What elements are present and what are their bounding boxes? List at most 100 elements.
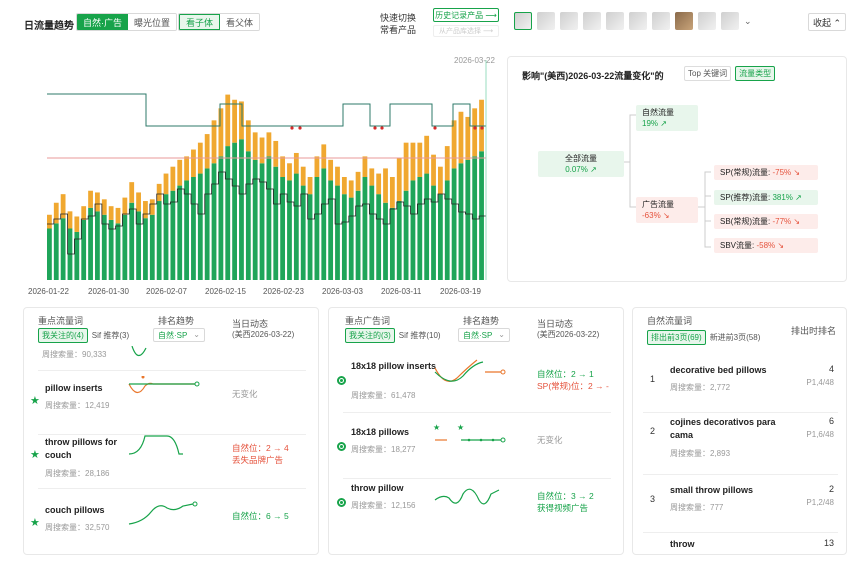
ad-traffic-bar[interactable] bbox=[341, 177, 347, 195]
natural-traffic-bar[interactable] bbox=[273, 166, 279, 280]
natural-traffic-bar[interactable] bbox=[321, 168, 327, 280]
ad-traffic-bar[interactable] bbox=[287, 163, 292, 181]
target-icon[interactable] bbox=[337, 442, 346, 451]
natural-traffic-bar[interactable] bbox=[396, 201, 402, 280]
rank-drop-marker[interactable] bbox=[290, 126, 294, 130]
ad-traffic-bar[interactable] bbox=[403, 142, 409, 191]
natural-traffic-bar[interactable] bbox=[136, 211, 141, 280]
natural-traffic-bar[interactable] bbox=[74, 231, 80, 280]
natural-traffic-bar[interactable] bbox=[81, 219, 87, 280]
keyword-name[interactable]: decorative bed pillows bbox=[670, 365, 767, 375]
ad-traffic-bar[interactable] bbox=[95, 192, 100, 212]
rank-type-select[interactable]: 自然·SP ⌄ bbox=[458, 328, 510, 342]
rank-sparkline[interactable]: ★ ★ bbox=[433, 424, 508, 456]
natural-traffic-bar[interactable] bbox=[465, 159, 471, 280]
keyword-name[interactable]: small throw pillows bbox=[670, 485, 754, 495]
ad-traffic-bar[interactable] bbox=[122, 197, 128, 215]
history-products-button[interactable]: 历史记录产品 ⟶ bbox=[433, 8, 499, 22]
natural-traffic-bar[interactable] bbox=[245, 151, 251, 280]
natural-traffic-bar[interactable] bbox=[355, 190, 361, 280]
tab-sif-recommend[interactable]: Sif 推荐(3) bbox=[91, 331, 130, 340]
natural-traffic-bar[interactable] bbox=[424, 173, 430, 280]
toggle-parent[interactable]: 看父体 bbox=[220, 14, 260, 30]
natural-traffic-bar[interactable] bbox=[389, 207, 395, 280]
toggle-child[interactable]: 看子体 bbox=[179, 14, 221, 30]
tab-my-followed[interactable]: 我关注的(4) bbox=[38, 328, 88, 343]
natural-traffic-bar[interactable] bbox=[410, 180, 416, 280]
natural-traffic-bar[interactable] bbox=[341, 194, 347, 280]
ad-traffic-bar[interactable] bbox=[369, 168, 375, 186]
product-thumb[interactable] bbox=[629, 12, 647, 30]
natural-traffic-bar[interactable] bbox=[163, 194, 169, 280]
ad-traffic-bar[interactable] bbox=[184, 156, 189, 181]
ad-traffic-bar[interactable] bbox=[225, 94, 231, 147]
natural-traffic-bar[interactable] bbox=[376, 194, 382, 280]
ad-traffic-bar[interactable] bbox=[232, 99, 238, 143]
keyword-name[interactable]: throw pillows for couch bbox=[45, 437, 117, 460]
target-icon[interactable] bbox=[337, 498, 346, 507]
ad-traffic-bar[interactable] bbox=[280, 156, 286, 177]
ad-traffic-bar[interactable] bbox=[245, 120, 251, 152]
star-icon[interactable]: ★ bbox=[30, 395, 40, 407]
ad-traffic-bar[interactable] bbox=[383, 168, 388, 203]
natural-traffic-bar[interactable] bbox=[53, 223, 59, 280]
ad-traffic-bar[interactable] bbox=[314, 156, 320, 177]
ad-traffic-bar[interactable] bbox=[129, 182, 135, 203]
ad-traffic-bar[interactable] bbox=[293, 152, 299, 174]
natural-traffic-bar[interactable] bbox=[95, 211, 100, 280]
ad-traffic-bar[interactable] bbox=[321, 144, 327, 169]
ad-traffic-bar[interactable] bbox=[218, 108, 224, 157]
rank-drop-marker[interactable] bbox=[480, 126, 484, 130]
product-thumb[interactable] bbox=[675, 12, 693, 30]
natural-traffic-bar[interactable] bbox=[314, 177, 320, 280]
natural-traffic-bar[interactable] bbox=[108, 219, 114, 280]
ad-traffic-bar[interactable] bbox=[451, 120, 457, 169]
natural-traffic-bar[interactable] bbox=[451, 168, 457, 280]
natural-traffic-bar[interactable] bbox=[47, 228, 52, 281]
natural-traffic-bar[interactable] bbox=[293, 173, 299, 280]
tab-sif-recommend[interactable]: Sif 推荐(10) bbox=[398, 331, 441, 340]
toggle-natural-ad[interactable]: 自然·广告 bbox=[77, 14, 128, 30]
ad-traffic-bar[interactable] bbox=[417, 142, 423, 177]
ad-traffic-node[interactable]: 广告流量 -63% ↘ bbox=[636, 197, 698, 223]
ad-traffic-bar[interactable] bbox=[362, 156, 368, 177]
natural-traffic-bar[interactable] bbox=[362, 177, 368, 280]
ad-traffic-bar[interactable] bbox=[149, 199, 155, 215]
product-thumb[interactable] bbox=[606, 12, 624, 30]
natural-traffic-bar[interactable] bbox=[177, 185, 183, 280]
product-thumb[interactable] bbox=[583, 12, 601, 30]
ad-traffic-bar[interactable] bbox=[163, 173, 169, 195]
ad-traffic-bar[interactable] bbox=[211, 120, 217, 164]
keyword-name[interactable]: couch pillows bbox=[45, 505, 105, 515]
ad-traffic-bar[interactable] bbox=[472, 108, 478, 157]
rank-drop-marker[interactable] bbox=[298, 126, 302, 130]
rank-drop-marker[interactable] bbox=[433, 126, 437, 130]
ad-traffic-bar[interactable] bbox=[81, 206, 87, 220]
natural-traffic-bar[interactable] bbox=[232, 142, 238, 280]
rank-drop-marker[interactable] bbox=[473, 126, 477, 130]
ad-traffic-bar[interactable] bbox=[465, 116, 471, 160]
ad-traffic-bar[interactable] bbox=[458, 111, 464, 164]
ad-traffic-bar[interactable] bbox=[177, 159, 183, 186]
ad-traffic-bar[interactable] bbox=[444, 146, 450, 181]
ad-traffic-bar[interactable] bbox=[259, 137, 265, 164]
natural-traffic-bar[interactable] bbox=[444, 180, 450, 280]
natural-traffic-bar[interactable] bbox=[143, 218, 148, 280]
natural-traffic-bar[interactable] bbox=[225, 146, 231, 280]
ad-traffic-bar[interactable] bbox=[396, 158, 402, 202]
natural-traffic-bar[interactable] bbox=[259, 163, 265, 280]
chevron-down-icon[interactable]: ⌄ bbox=[744, 15, 752, 26]
natural-traffic-bar[interactable] bbox=[88, 207, 93, 280]
natural-traffic-bar[interactable] bbox=[348, 197, 354, 280]
natural-traffic-bar[interactable] bbox=[417, 177, 423, 280]
ad-breakdown-item[interactable]: SBV流量: -58% ↘ bbox=[714, 238, 818, 253]
toggle-exposure[interactable]: 曝光位置 bbox=[128, 14, 177, 30]
natural-traffic-bar[interactable] bbox=[287, 180, 292, 280]
product-thumb[interactable] bbox=[560, 12, 578, 30]
natural-traffic-bar[interactable] bbox=[328, 180, 334, 280]
natural-traffic-bar[interactable] bbox=[431, 185, 436, 280]
rank-sparkline[interactable] bbox=[127, 376, 202, 408]
ad-traffic-bar[interactable] bbox=[273, 140, 279, 167]
star-icon[interactable]: ★ bbox=[30, 517, 40, 529]
natural-traffic-bar[interactable] bbox=[307, 194, 313, 280]
